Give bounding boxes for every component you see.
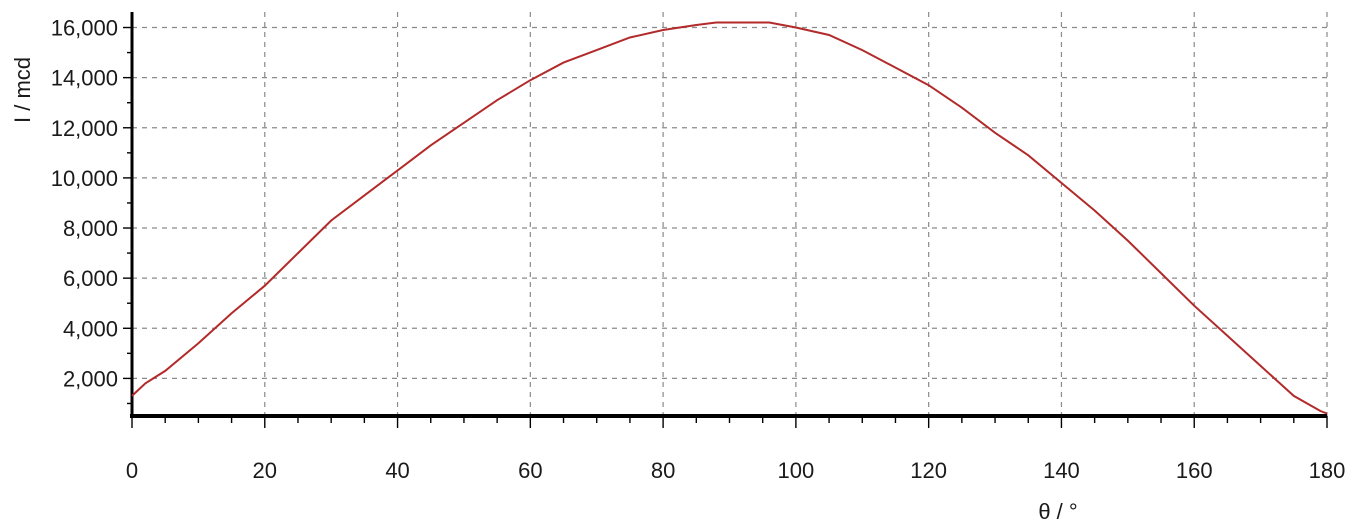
x-tick-label: 40 — [385, 458, 409, 483]
x-tick-label: 100 — [778, 458, 815, 483]
y-tick-label: 12,000 — [51, 116, 118, 141]
y-axis-title: I / mcd — [10, 57, 35, 123]
axes — [130, 12, 1327, 418]
y-tick-label: 2,000 — [63, 366, 118, 391]
x-tick-label: 160 — [1176, 458, 1213, 483]
y-tick-label: 8,000 — [63, 216, 118, 241]
x-tick-label: 140 — [1043, 458, 1080, 483]
y-tick-label: 14,000 — [51, 66, 118, 91]
x-tick-label: 120 — [910, 458, 947, 483]
series-layer — [131, 21, 1328, 415]
x-tick-label: 180 — [1309, 458, 1346, 483]
ticks — [123, 26, 1328, 428]
y-tick-label: 10,000 — [51, 166, 118, 191]
x-tick-label: 20 — [253, 458, 277, 483]
x-tick-label: 0 — [126, 458, 138, 483]
y-tick-label: 16,000 — [51, 16, 118, 41]
x-axis-title: θ / ° — [1038, 499, 1077, 524]
tick-labels: 0 20 40 60 80 100 120 140 160 180 2,000 4,000 6,000 8… — [51, 16, 1346, 483]
series-line — [131, 21, 1328, 415]
y-tick-label: 4,000 — [63, 316, 118, 341]
y-tick-label: 6,000 — [63, 266, 118, 291]
grid — [132, 12, 1328, 416]
x-tick-label: 60 — [518, 458, 542, 483]
x-tick-label: 80 — [651, 458, 675, 483]
